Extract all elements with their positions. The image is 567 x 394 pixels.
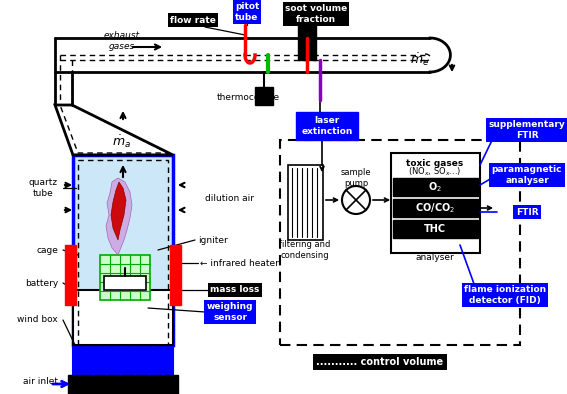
Text: pitot
tube: pitot tube (235, 2, 259, 22)
Bar (65, 245, 76, 305)
Bar (280, 140, 520, 345)
Text: $\dot{m}_e$: $\dot{m}_e$ (411, 52, 430, 68)
Text: quartz
tube: quartz tube (29, 178, 58, 198)
Bar (170, 245, 181, 305)
Text: weighing
sensor: weighing sensor (207, 302, 253, 322)
Text: laser
extinction: laser extinction (301, 116, 353, 136)
Text: flame ionization
detector (FID): flame ionization detector (FID) (464, 285, 546, 305)
Text: $\dot{m}_a$: $\dot{m}_a$ (112, 134, 132, 151)
Text: air inlet: air inlet (23, 377, 58, 387)
Text: paramagnetic
analyser: paramagnetic analyser (492, 165, 562, 185)
Text: battery: battery (25, 279, 58, 288)
Text: O$_2$: O$_2$ (428, 180, 442, 194)
Text: sample
pump: sample pump (341, 168, 371, 188)
Text: ← infrared heater: ← infrared heater (200, 258, 279, 268)
Bar (73, 155, 173, 345)
Text: igniter: igniter (198, 236, 228, 245)
Text: CO/CO$_2$: CO/CO$_2$ (415, 201, 455, 215)
Text: FTIR: FTIR (516, 208, 538, 216)
Text: analyser: analyser (416, 253, 454, 262)
Bar (288, 165, 323, 240)
Text: soot volume
fraction: soot volume fraction (285, 4, 347, 24)
Text: filtering and
condensing: filtering and condensing (280, 240, 331, 260)
Bar (100, 255, 150, 300)
Bar (298, 25, 316, 60)
Bar (68, 375, 178, 394)
Text: thermocouple: thermocouple (217, 93, 280, 102)
Text: cage: cage (36, 245, 58, 255)
Bar (104, 276, 146, 290)
Text: supplementary
FTIR: supplementary FTIR (489, 120, 565, 140)
Text: toxic gases: toxic gases (407, 158, 464, 167)
Text: THC: THC (424, 224, 446, 234)
Text: ........... control volume: ........... control volume (316, 357, 443, 367)
Bar (391, 153, 480, 253)
Polygon shape (106, 178, 132, 255)
Bar (296, 112, 358, 140)
Bar (393, 220, 478, 238)
Bar (78, 160, 168, 345)
Bar (393, 199, 478, 217)
Bar (73, 345, 173, 380)
Text: flow rate: flow rate (170, 15, 216, 24)
Text: (NO$_x$, SO$_x$...): (NO$_x$, SO$_x$...) (408, 166, 462, 178)
Text: mass loss: mass loss (210, 286, 260, 294)
Bar (393, 178, 478, 196)
Bar (255, 87, 273, 105)
Text: dilution air: dilution air (205, 193, 254, 203)
Text: exhaust
gases: exhaust gases (104, 31, 140, 51)
Polygon shape (111, 182, 126, 240)
Text: wind box: wind box (17, 316, 58, 325)
Bar (73, 290, 173, 345)
